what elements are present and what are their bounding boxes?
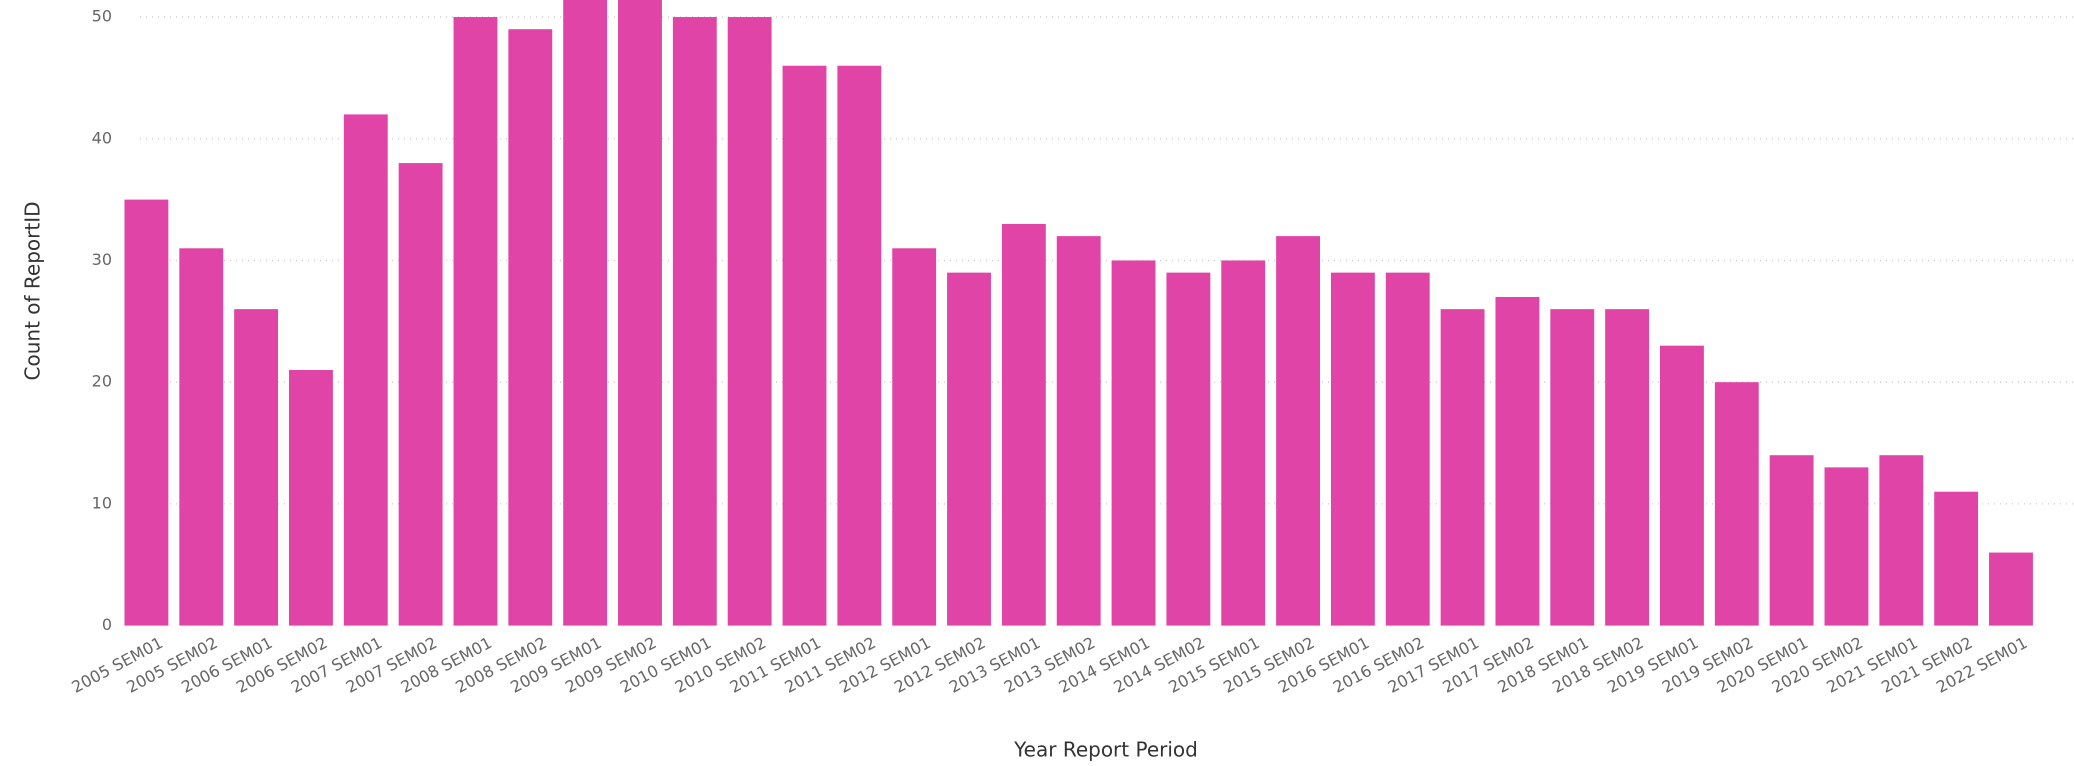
- y-tick-label: 10: [92, 493, 112, 512]
- bar: [1605, 309, 1650, 626]
- bar: [618, 0, 662, 626]
- y-axis-title: Count of ReportID: [21, 202, 45, 381]
- bar: [1879, 455, 1924, 626]
- bar: [234, 309, 279, 626]
- bar: [563, 0, 608, 626]
- bar: [1385, 272, 1430, 626]
- y-tick-label: 0: [102, 615, 112, 634]
- bar: [782, 65, 827, 626]
- bar: [672, 17, 717, 626]
- bar: [727, 17, 772, 626]
- bar: [1660, 345, 1704, 626]
- bar: [1166, 272, 1211, 626]
- bar: [1440, 309, 1485, 626]
- bar: [1056, 236, 1101, 626]
- bar: [837, 65, 882, 626]
- bar: [1330, 272, 1375, 626]
- bar: [124, 199, 169, 626]
- x-axis-title: Year Report Period: [1013, 738, 1198, 762]
- bar: [1276, 236, 1320, 626]
- bar: [508, 29, 553, 626]
- bar: [289, 370, 333, 626]
- bar: [1824, 467, 1869, 626]
- bar: [179, 248, 224, 626]
- bar: [1989, 552, 2033, 626]
- y-tick-label: 50: [92, 7, 112, 26]
- bar: [1934, 491, 1979, 626]
- bar: [1001, 223, 1046, 626]
- bar: [343, 114, 388, 626]
- bar: [398, 163, 443, 626]
- y-tick-label: 20: [92, 372, 112, 391]
- bar: [1769, 455, 1814, 626]
- bar: [1111, 260, 1156, 626]
- y-tick-label: 40: [92, 128, 112, 147]
- bar: [1495, 296, 1540, 626]
- bar: [1550, 309, 1595, 626]
- y-tick-label: 30: [92, 250, 112, 269]
- bar: [1221, 260, 1266, 626]
- bar: [947, 272, 991, 626]
- bar: [453, 17, 498, 626]
- bar: [892, 248, 937, 626]
- bar: [1714, 382, 1759, 626]
